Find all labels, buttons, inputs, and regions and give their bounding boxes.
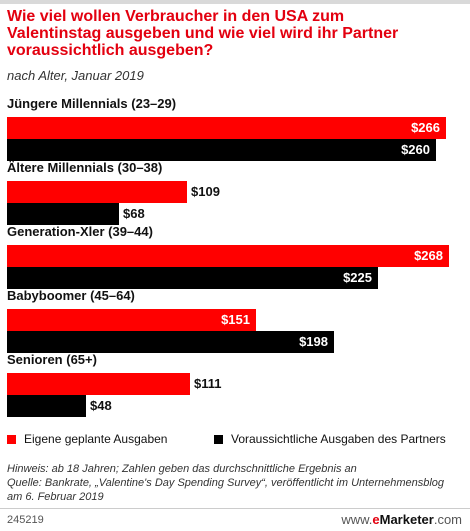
bar-partner-spending: [7, 331, 334, 353]
bar-value-label: $198: [299, 334, 328, 349]
chart-id: 245219: [7, 514, 44, 526]
legend: Eigene geplante Ausgaben Voraussichtlich…: [0, 432, 470, 448]
bar-partner-spending: [7, 203, 119, 225]
legend-swatch-red: [7, 434, 16, 444]
legend-item-own-spending: Eigene geplante Ausgaben: [7, 432, 167, 446]
bar-value-label: $48: [90, 398, 112, 413]
bar-value-label: $266: [411, 120, 440, 135]
bar-value-label: $151: [221, 312, 250, 327]
bar-value-label: $268: [414, 248, 443, 263]
footer-divider: [0, 508, 470, 509]
bar-value-label: $225: [343, 270, 372, 285]
category-label: Jüngere Millennials (23–29): [7, 96, 177, 111]
bar-value-label: $109: [191, 184, 220, 199]
top-rule: [0, 0, 470, 4]
footnote-line-3: am 6. Februar 2019: [7, 491, 104, 503]
bar-partner-spending: [7, 267, 378, 289]
bar-value-label: $260: [401, 142, 430, 157]
category-label: Senioren (65+): [7, 352, 97, 367]
footnote-line-2: Quelle: Bankrate, „Valentine's Day Spend…: [7, 477, 445, 489]
legend-item-partner-spending: Voraussichtliche Ausgaben des Partners: [214, 432, 446, 446]
footnote-line-1: Hinweis: ab 18 Jahren; Zahlen geben das …: [7, 463, 357, 475]
footnote: Hinweis: ab 18 Jahren; Zahlen geben das …: [7, 462, 467, 504]
bar-own-spending: [7, 309, 256, 331]
bar-own-spending: [7, 181, 187, 203]
legend-swatch-black: [214, 434, 223, 444]
category-label: Ältere Millennials (30–38): [7, 160, 163, 175]
bar-partner-spending: [7, 395, 86, 417]
category-label: Generation-Xler (39–44): [7, 224, 153, 239]
brand-logo[interactable]: www.eMarketer.com: [341, 512, 462, 527]
category-label: Babyboomer (45–64): [7, 288, 135, 303]
legend-label-own-spending: Eigene geplante Ausgaben: [24, 432, 168, 446]
bar-partner-spending: [7, 139, 436, 161]
bar-value-label: $111: [194, 376, 222, 391]
bar-value-label: $68: [123, 206, 145, 221]
chart-title: Wie viel wollen Verbraucher in den USA z…: [7, 8, 399, 59]
bar-own-spending: [7, 245, 449, 267]
chart-subtitle: nach Alter, Januar 2019: [7, 68, 144, 83]
bar-own-spending: [7, 117, 446, 139]
bar-own-spending: [7, 373, 190, 395]
legend-label-partner-spending: Voraussichtliche Ausgaben des Partners: [231, 432, 446, 446]
